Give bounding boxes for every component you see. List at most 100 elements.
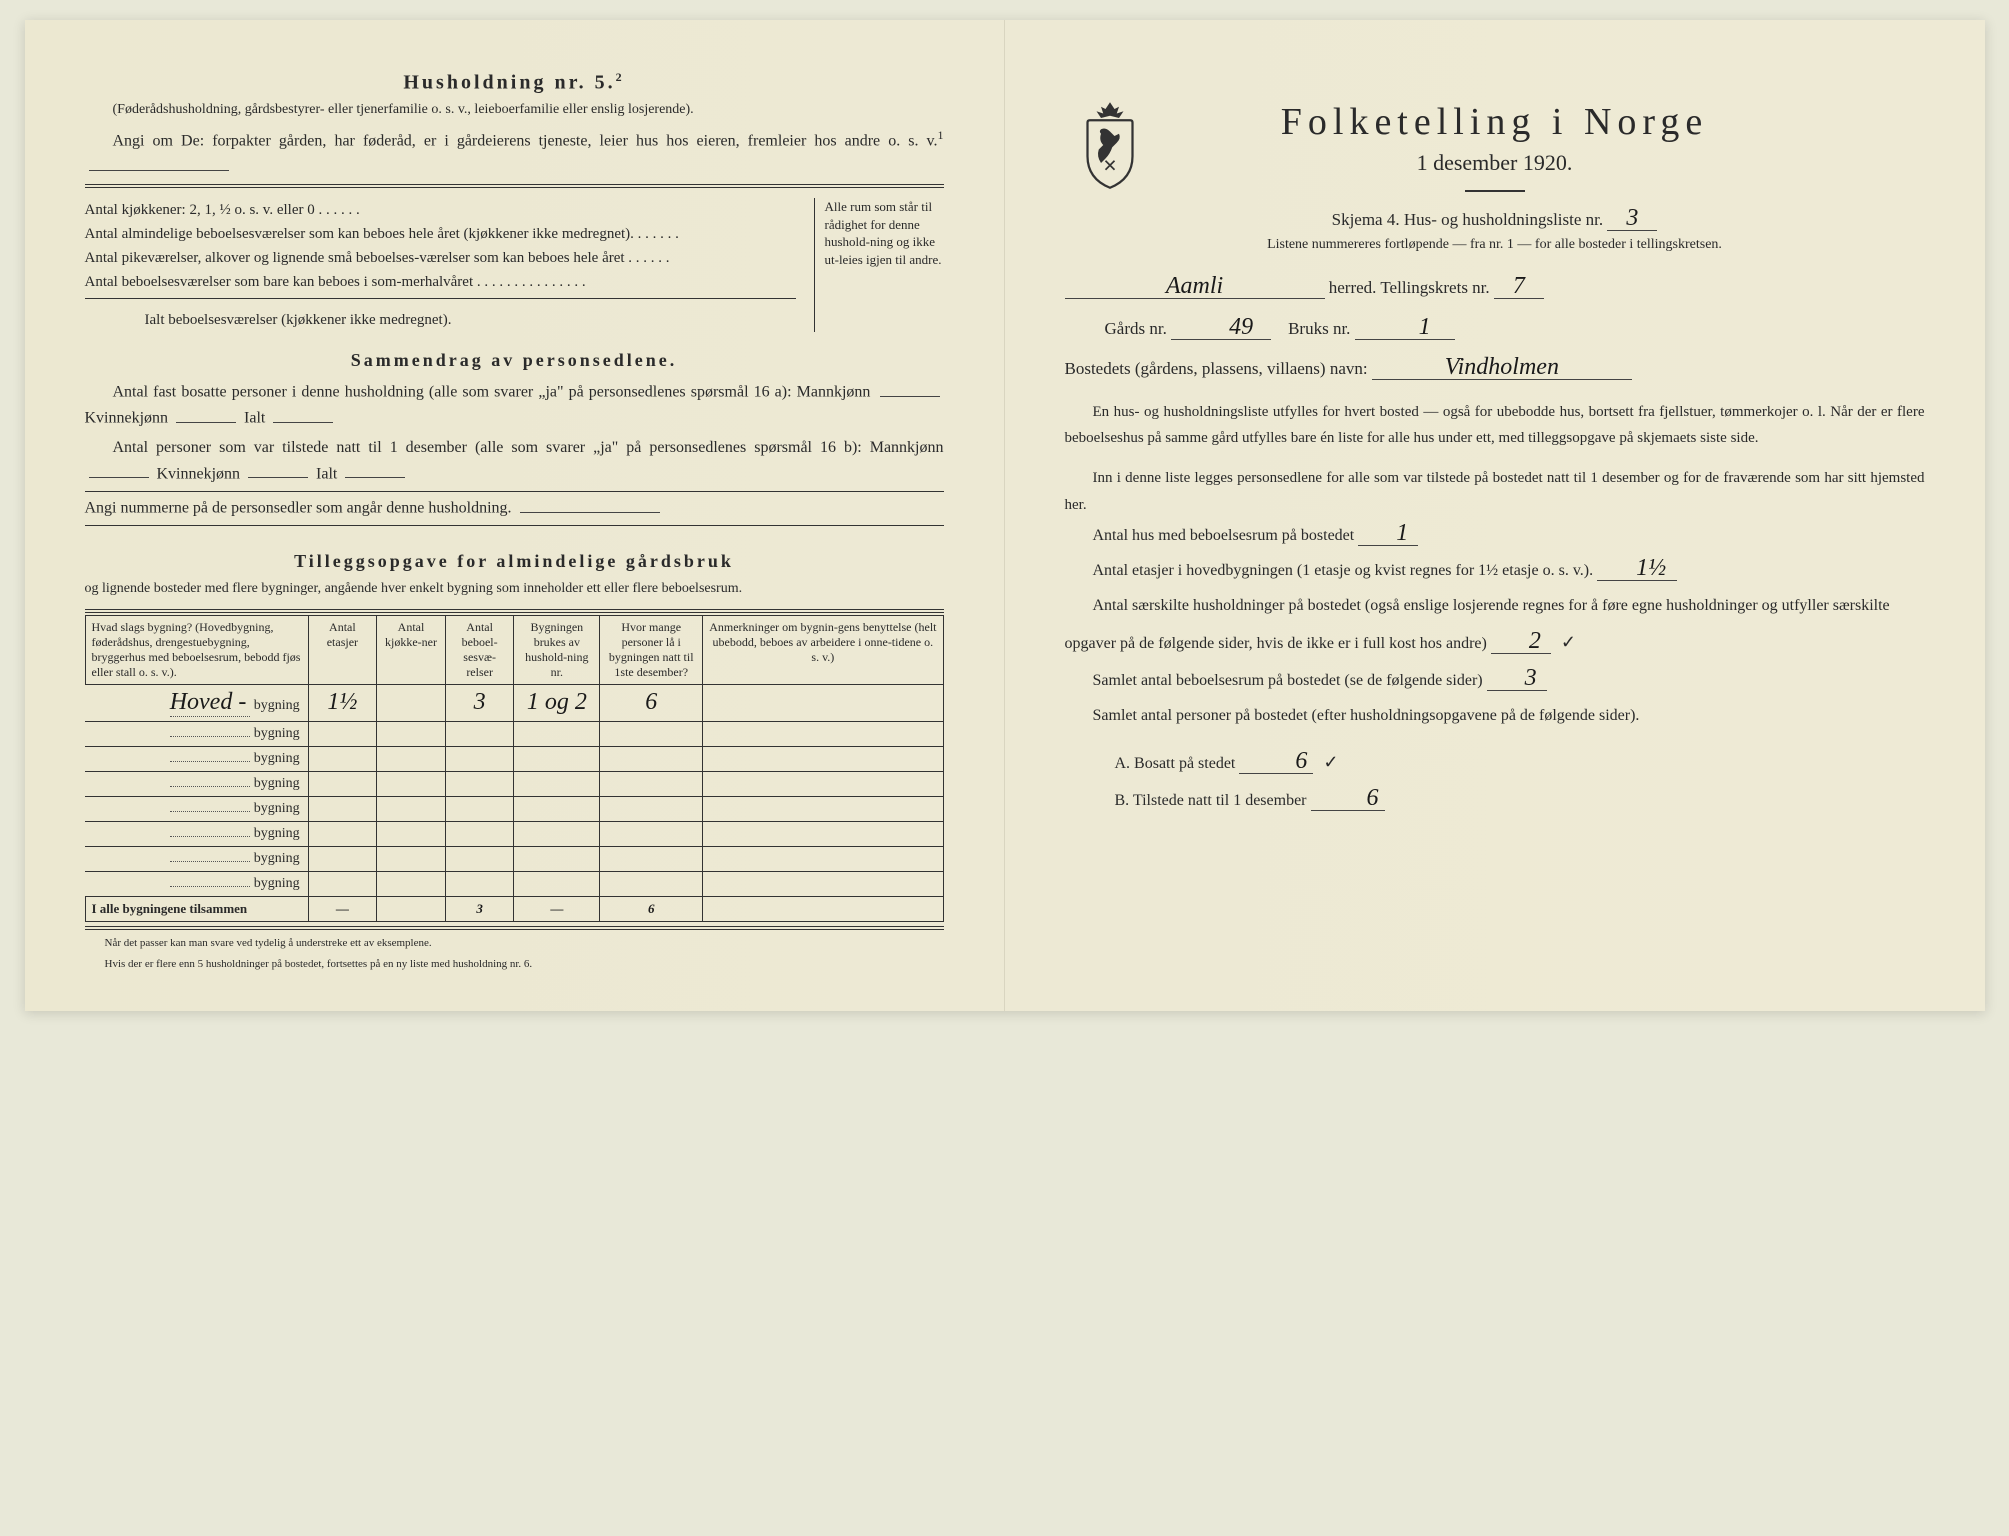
table-row: bygning [85,772,943,797]
kitchen-line-3: Antal beboelsesværelser som bare kan beb… [85,270,796,294]
line-etasjer: Antal etasjer i hovedbygningen (1 etasje… [1065,553,1925,588]
footer-4: 6 [600,897,703,922]
samm-ialt2: Ialt [316,465,337,482]
row1-beboelses: 3 [445,685,514,722]
samm-ialt1: Ialt [244,410,265,427]
gards-nr: 49 [1171,315,1271,340]
row1-bygning: bygning [254,698,300,713]
th-3: Antal beboel-sesvæ-relser [445,616,514,685]
samm-kv2: Kvinnekjønn [157,465,241,482]
gards-label: Gårds nr. [1105,319,1167,338]
kitchen-line-0: Antal kjøkkener: 2, 1, ½ o. s. v. eller … [85,198,796,222]
row1-etasjer: 1½ [308,685,377,722]
val-beboelsesrum: 3 [1487,666,1547,691]
left-page: Husholdning nr. 5.2 (Føderådshusholdning… [25,20,1005,1011]
line-beboelsesrum-text: Samlet antal beboelsesrum på bostedet (s… [1093,672,1483,689]
empty-label: bygning [254,851,300,866]
samm-line1-text: Antal fast bosatte personer i denne hush… [113,384,871,401]
th-0: Hvad slags bygning? (Hovedbygning, føder… [85,616,308,685]
schema-line: Skjema 4. Hus- og husholdningsliste nr. … [1065,206,1925,231]
husholdning-sup: 2 [616,70,625,84]
row1-hand: Hoved - [170,689,250,717]
th-2: Antal kjøkke-ner [377,616,446,685]
para2: Inn i denne liste legges personsedlene f… [1065,465,1925,518]
rule-1 [85,184,944,188]
a-label: A. Bosatt på stedet [1115,755,1236,772]
bosted-hand: Vindholmen [1372,355,1632,380]
note2: Angi om De: forpakter gården, har føderå… [85,126,944,181]
blank-i1 [273,405,333,423]
note2-text: Angi om De: forpakter gården, har føderå… [113,132,938,149]
b-line: B. Tilstede natt til 1 desember 6 [1065,783,1925,818]
herred-row: Aamli herred. Tellingskrets nr. 7 [1065,273,1925,304]
bosted-row: Bostedets (gårdens, plassens, villaens) … [1065,354,1925,385]
right-page: Folketelling i Norge 1 desember 1920. Sk… [1005,20,1985,1011]
note1: (Føderådshusholdning, gårdsbestyrer- ell… [85,101,944,120]
a-line: A. Bosatt på stedet 6 ✓ [1065,743,1925,783]
table-row: bygning [85,872,943,897]
table-footer-row: I alle bygningene tilsammen — 3 — 6 [85,897,943,922]
check-mark-2: ✓ [1323,752,1338,772]
rule-1b [85,298,796,300]
angi-text: Angi nummerne på de personsedler som ang… [85,500,512,517]
table-header-row: Hvad slags bygning? (Hovedbygning, føder… [85,616,943,685]
note2-sup: 1 [938,128,944,142]
kitchen-line-2: Antal pikeværelser, alkover og lignende … [85,246,796,270]
tiny-note-1: Når det passer kan man svare ved tydelig… [85,936,944,950]
rule-2b [85,525,944,527]
title-rule [1465,190,1525,192]
coat-of-arms-icon [1075,100,1145,190]
main-title: Folketelling i Norge [1065,100,1925,144]
angi-blank [520,495,660,513]
table-row: bygning [85,747,943,772]
row1-personer: 6 [600,685,703,722]
tillegg-title: Tilleggsopgave for almindelige gårdsbruk [85,551,944,572]
line-etasjer-text: Antal etasjer i hovedbygningen (1 etasje… [1093,562,1594,579]
listene-line: Listene nummereres fortløpende — fra nr.… [1065,237,1925,253]
table-body: Hoved -bygning 1½ 3 1 og 2 6 bygning byg… [85,685,943,922]
val-etasjer: 1½ [1597,556,1677,581]
b-label: B. Tilstede natt til 1 desember [1115,792,1307,809]
footer-1 [377,897,446,922]
val-hushold: 2 [1491,629,1551,654]
samm-line1: Antal fast bosatte personer i denne hush… [85,379,944,432]
schema-pre: Skjema 4. Hus- og husholdningsliste nr. [1332,210,1604,229]
herred-hand: Aamli [1065,274,1325,299]
tiny-note-2: Hvis der er flere enn 5 husholdninger på… [85,957,944,971]
empty-label: bygning [254,801,300,816]
blank-i2 [345,461,405,479]
th-1: Antal etasjer [308,616,377,685]
document-spread: Husholdning nr. 5.2 (Føderådshusholdning… [25,20,1985,1011]
val-hus: 1 [1358,521,1418,546]
empty-label: bygning [254,876,300,891]
kitchen-block: Antal kjøkkener: 2, 1, ½ o. s. v. eller … [85,198,944,332]
kitchen-left: Antal kjøkkener: 2, 1, ½ o. s. v. eller … [85,198,796,332]
para1: En hus- og husholdningsliste utfylles fo… [1065,399,1925,452]
blank-k1 [176,405,236,423]
empty-label: bygning [254,826,300,841]
herred-label: herred. Tellingskrets nr. [1329,278,1490,297]
bosted-label: Bostedets (gårdens, plassens, villaens) … [1065,359,1368,378]
footer-label: I alle bygningene tilsammen [85,897,308,922]
buildings-table-wrap: Hvad slags bygning? (Hovedbygning, føder… [85,609,944,930]
kitchen-line-4: Ialt beboelsesværelser (kjøkkener ikke m… [85,308,796,332]
samm-line2-text: Antal personer som var tilstede natt til… [113,439,944,456]
samm-kv1: Kvinnekjønn [85,410,169,427]
note2-blank [89,154,229,172]
empty-label: bygning [254,751,300,766]
gards-row: Gårds nr. 49 Bruks nr. 1 [1065,314,1925,345]
rule-2 [85,491,944,493]
tillegg-sub: og lignende bosteder med flere bygninger… [85,580,944,599]
line-beboelsesrum: Samlet antal beboelsesrum på bostedet (s… [1065,663,1925,698]
empty-label: bygning [254,776,300,791]
table-row: bygning [85,847,943,872]
sammendrag-title: Sammendrag av personsedlene. [85,350,944,371]
table-row: Hoved -bygning 1½ 3 1 og 2 6 [85,685,943,722]
angi-line: Angi nummerne på de personsedler som ang… [85,495,944,521]
empty-label: bygning [254,726,300,741]
schema-nr: 3 [1607,206,1657,231]
kitchen-line-1: Antal almindelige beboelsesværelser som … [85,222,796,246]
blank-k2 [248,461,308,479]
line-hushold-text: Antal særskilte husholdninger på bostede… [1065,597,1890,652]
line-hus-text: Antal hus med beboelsesrum på bostedet [1093,527,1355,544]
